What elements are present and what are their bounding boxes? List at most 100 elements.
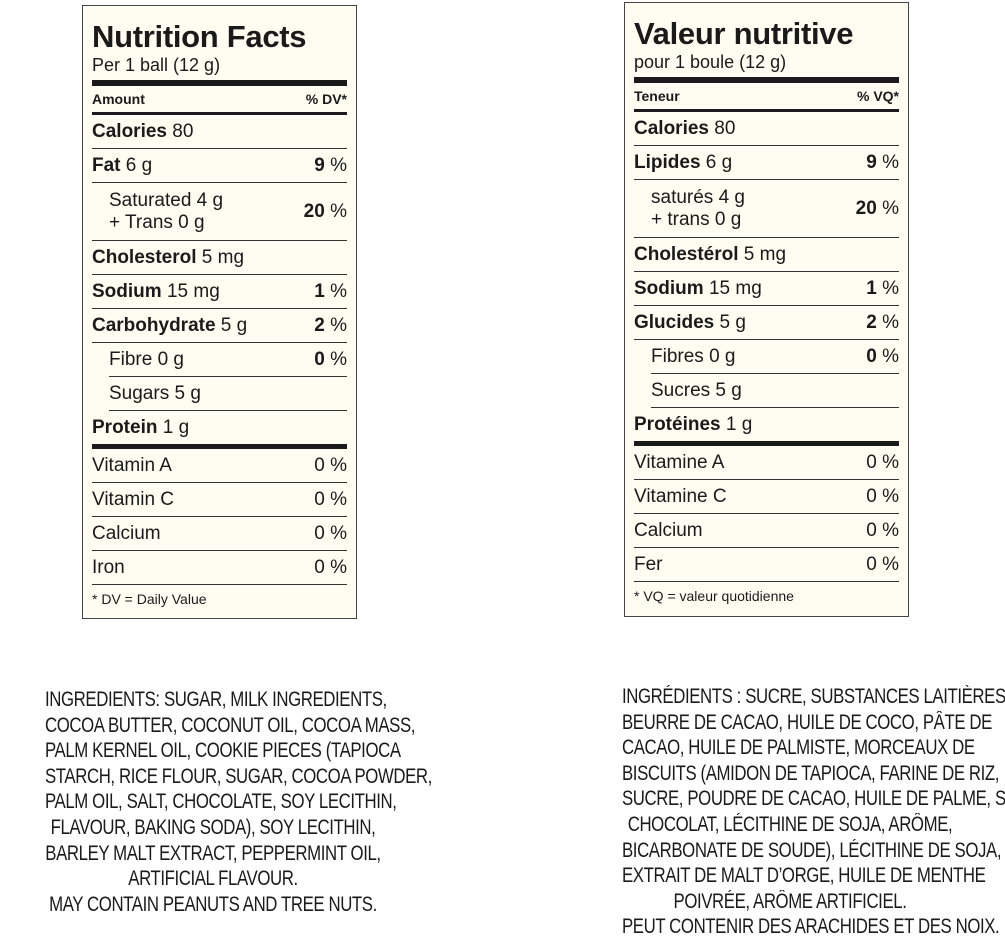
thick-divider <box>92 80 347 86</box>
panel-title: Valeur nutritive <box>634 16 854 51</box>
nutrient-row: Vitamine C 0 % <box>634 480 899 514</box>
dv-percent: 20 <box>855 197 877 219</box>
nutrient-amount: Vitamine A <box>634 451 725 473</box>
nutrient-label: Fibre 0 g <box>109 349 184 371</box>
nutrient-amount: 6 g <box>700 151 733 173</box>
nutrient-row: Fer 0 % <box>634 548 899 582</box>
nutrient-rows: Calories 80 Lipides 6 g 9 % saturés 4 g + tr… <box>634 112 899 582</box>
daily-value: 1 % <box>866 278 899 300</box>
nutrient-label: Vitamin A <box>92 455 172 477</box>
daily-value: 2 % <box>866 312 899 334</box>
dv-percent: 9 <box>866 151 877 173</box>
nutrient-row: Fibres 0 g 0 % <box>651 340 899 374</box>
daily-value: 0 % <box>314 523 347 545</box>
nutrient-amount: + Trans 0 g <box>109 211 205 233</box>
dv-percent: 20 <box>303 200 325 222</box>
nutrient-amount: Calcium <box>634 519 703 541</box>
nutrient-label: Protein 1 g <box>92 417 189 439</box>
nutrient-amount: 5 g <box>714 311 746 333</box>
nutrient-row: Cholesterol 5 mg <box>92 241 347 275</box>
daily-value: 0 % <box>314 349 347 371</box>
nutrient-amount: 5 mg <box>738 243 787 265</box>
ingredients-line: BICARBONATE DE SOUDE), LÉCITHINE DE SOJA… <box>622 838 1002 862</box>
nutrient-amount: + trans 0 g <box>651 208 742 230</box>
nutrient-name: Calories <box>92 120 167 142</box>
daily-value: 0 % <box>866 520 899 542</box>
ingredients-line: INGRÉDIENTS : SUCRE, SUBSTANCES LAITIÈRE… <box>622 685 1005 708</box>
nutrient-label: Calcium <box>92 523 161 545</box>
header-row: Teneur % VQ* <box>634 83 899 112</box>
nutrient-row: Sugars 5 g <box>109 377 347 411</box>
nutrient-row: Sodium 15 mg 1 % <box>92 275 347 309</box>
nutrient-label: Sodium 15 mg <box>92 281 220 303</box>
nutrient-amount: 15 mg <box>161 280 220 302</box>
nutrient-amount: Calcium <box>92 522 161 544</box>
dv-unit: % <box>876 151 899 173</box>
nutrient-label: Calcium <box>634 520 703 542</box>
nutrient-amount: saturés 4 g <box>651 186 745 208</box>
nutrient-row: Vitamine A 0 % <box>634 446 899 480</box>
nutrient-label: Fer <box>634 554 663 576</box>
dv-unit: 0 % <box>314 556 347 578</box>
panel-title: Nutrition Facts <box>92 19 307 54</box>
daily-value: 9 % <box>866 152 899 174</box>
daily-value: 0 % <box>314 455 347 477</box>
nutrient-amount: Fibre 0 g <box>109 348 184 370</box>
nutrient-name: Protein <box>92 416 158 438</box>
daily-value: 20 % <box>856 198 899 220</box>
nutrient-row: Glucides 5 g 2 % <box>634 306 899 340</box>
daily-value: 1 % <box>314 281 347 303</box>
nutrient-name: Cholesterol <box>92 246 197 268</box>
nutrient-label: Sugars 5 g <box>109 383 201 405</box>
ingredients-line: MAY CONTAIN PEANUTS AND TREE NUTS. <box>49 892 377 916</box>
ingredients-line: SUCRE, POUDRE DE CACAO, HUILE DE PALME, … <box>622 787 1005 811</box>
nutrient-name: Fat <box>92 154 121 176</box>
nutrient-name: Carbohydrate <box>92 314 216 336</box>
nutrient-row: Saturated 4 g + Trans 0 g 20 % <box>92 183 347 241</box>
dv-percent: 0 <box>866 345 877 367</box>
nutrient-label: Iron <box>92 557 125 579</box>
nutrient-label: Carbohydrate 5 g <box>92 315 247 337</box>
nutrient-name: Calories <box>634 117 709 139</box>
nutrient-amount: Vitamin A <box>92 454 172 476</box>
ingredients-line: PALM OIL, SALT, CHOCOLATE, SOY LECITHIN, <box>45 790 397 814</box>
dv-unit: 0 % <box>314 454 347 476</box>
thick-divider <box>634 77 899 83</box>
dv-unit: 0 % <box>866 553 899 575</box>
nutrient-amount: Fer <box>634 553 663 575</box>
nutrient-label: Lipides 6 g <box>634 152 732 174</box>
ingredients-line: INGREDIENTS: SUGAR, MILK INGREDIENTS, <box>45 688 387 711</box>
nutrient-row: Fibre 0 g 0 % <box>109 343 347 377</box>
nutrient-row: Vitamin A 0 % <box>92 449 347 483</box>
nutrient-amount: 1 g <box>157 416 190 438</box>
ingredients-line: PALM KERNEL OIL, COOKIE PIECES (TAPIOCA <box>45 739 401 763</box>
nutrient-label: Calories 80 <box>92 121 193 143</box>
nutrient-amount: Fibres 0 g <box>651 345 736 367</box>
nutrient-label: Vitamin C <box>92 489 174 511</box>
dv-percent: 9 <box>314 154 325 176</box>
daily-value: 0 % <box>866 452 899 474</box>
dv-unit: % <box>876 277 899 299</box>
ingredients-line: BARLEY MALT EXTRACT, PEPPERMINT OIL, <box>45 841 381 865</box>
nutrient-amount: Sugars 5 g <box>109 382 201 404</box>
amount-header: Amount <box>92 91 145 107</box>
nutrient-amount: 5 mg <box>196 246 245 268</box>
daily-value: 0 % <box>314 489 347 511</box>
daily-value: 0 % <box>314 557 347 579</box>
dv-percent: 1 <box>314 280 325 302</box>
nutrient-row: Vitamin C 0 % <box>92 483 347 517</box>
dv-percent: 0 <box>314 348 325 370</box>
nutrient-row: Calcium 0 % <box>634 514 899 548</box>
dv-header: % DV* <box>305 91 347 107</box>
serving-size: Per 1 ball (12 g) <box>92 55 221 75</box>
nutrition-facts-panel-english: Nutrition Facts Per 1 ball (12 g) Amount… <box>82 5 357 619</box>
nutrient-label: Cholestérol 5 mg <box>634 244 786 266</box>
ingredients-line: CACAO, HUILE DE PALMISTE, MORCEAUX DE <box>622 736 975 760</box>
footnote: * DV = Daily Value <box>92 591 207 607</box>
nutrient-label: Sodium 15 mg <box>634 278 762 300</box>
nutrient-amount: Iron <box>92 556 125 578</box>
nutrient-name: Protéines <box>634 413 721 435</box>
nutrient-row: Calories 80 <box>634 112 899 146</box>
nutrient-amount: 15 mg <box>703 277 762 299</box>
